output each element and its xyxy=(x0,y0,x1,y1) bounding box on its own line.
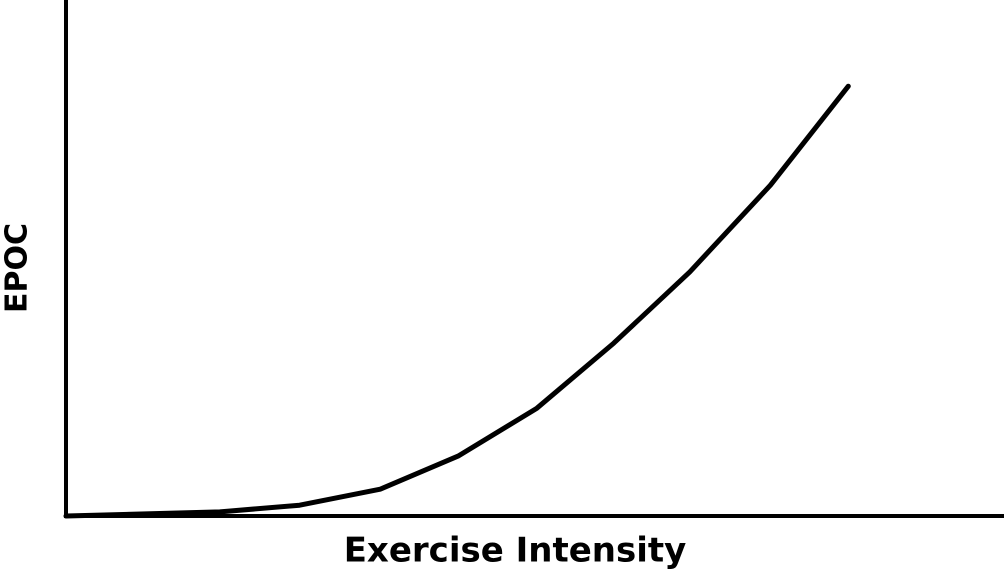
x-axis-label: Exercise Intensity xyxy=(344,531,687,571)
y-axis-label: EPOC xyxy=(0,223,35,313)
data-line xyxy=(63,83,851,519)
